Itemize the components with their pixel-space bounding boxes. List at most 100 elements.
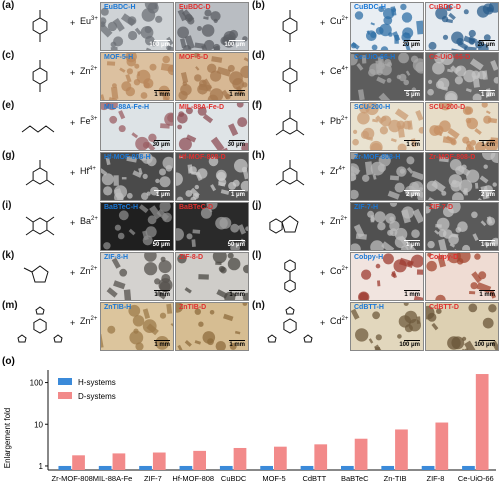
panel-b: (b) + Cu2+ CuBDC-H 20 μm CuBDC-D 20 μm (250, 0, 499, 51)
bar-d (314, 444, 328, 470)
scale-label: 20 μm (477, 42, 495, 48)
scale-bar (154, 139, 170, 141)
bar-d (274, 446, 287, 470)
metal-ion: Hf4+ (80, 166, 96, 176)
micrograph-d: Zr-MOF-808-D 2 μm (425, 152, 499, 201)
sample-label-d: ZIF-8-D (179, 254, 204, 261)
linker-structure-icon (12, 104, 68, 148)
scale-label: 30 μm (227, 142, 245, 148)
metal-ion: Zn2+ (80, 66, 98, 76)
scale-label: 1 cm (481, 142, 495, 148)
bar-h (341, 465, 354, 470)
linker-structure-icon (262, 4, 318, 48)
y-tick-label: 100 (30, 379, 44, 388)
sample-label-h: ZIF-8-H (104, 254, 129, 261)
plus-sign: + (320, 318, 326, 328)
bar-d (475, 374, 489, 470)
sample-label-d: MOF-5-D (179, 54, 209, 61)
panel-label: (b) (252, 0, 265, 11)
linker-structure-icon (262, 104, 318, 148)
plus-sign: + (70, 168, 76, 178)
micrograph-h: MIL-88A-Fe-H 30 μm (100, 102, 174, 151)
scale-bar (229, 189, 245, 191)
chart-ylabel: Enlargement fold (3, 408, 12, 468)
sample-label-d: EuBDC-D (179, 4, 211, 11)
micrograph-d: MIL-88A-Fe-D 30 μm (175, 102, 249, 151)
linker-structure-icon (262, 204, 318, 248)
scale-label: 1 μm (230, 192, 245, 198)
panel-label: (i) (2, 200, 12, 211)
panel-label: (a) (2, 0, 15, 11)
micrograph-h: Ce-UiO-66-H 5 μm (350, 52, 424, 101)
category-label: Zr-MOF-808 (52, 474, 93, 483)
bar-h (98, 465, 112, 470)
metal-ion: Zn2+ (330, 216, 348, 226)
scale-label: 1 μm (405, 242, 420, 248)
bar-d (354, 438, 368, 470)
category-label: CuBDC (221, 474, 247, 483)
bar-d (395, 429, 408, 470)
metal-ion: Pb2+ (330, 116, 348, 126)
metal-ion: Fe3+ (80, 116, 98, 126)
scale-bar (479, 239, 495, 241)
linker-structure-icon (262, 304, 318, 348)
scale-bar (404, 39, 420, 41)
legend-label: H-systems (78, 378, 116, 387)
bar-h (421, 465, 435, 470)
metal-ion: Zn2+ (80, 316, 98, 326)
scale-label: 20 μm (402, 42, 420, 48)
scale-label: 100 μm (149, 42, 170, 48)
bar-h (260, 465, 273, 470)
scale-label: 1 mm (154, 292, 170, 298)
sample-label-h: BaBTeC-H (104, 204, 139, 211)
scale-bar (229, 39, 245, 41)
panel-n: (n) + Cd2+ CdBTT-H 100 μm CdBTT-D 100 μm (250, 300, 499, 351)
micrograph-d: Cobpy-D 1 mm (425, 252, 499, 301)
panel-k: (k) + Zn2+ ZIF-8-H 1 mm ZIF-8-D 1 mm (0, 250, 249, 301)
linker-structure-icon (12, 4, 68, 48)
sample-label-h: MIL-88A-Fe-H (104, 104, 150, 111)
scale-label: 1 mm (479, 292, 495, 298)
bar-h (462, 465, 475, 470)
micrograph-h: Zr-MOF-808-H 2 μm (350, 152, 424, 201)
panel-m: (m) + Zn2+ ZnTIB-H 1 mm ZnTIB-D 1 mm (0, 300, 249, 351)
plus-sign: + (320, 118, 326, 128)
panel-g: (g) + Hf4+ Hf-MOF-808-H 1 μm Hf-MOF-808-D 1 μm (0, 150, 249, 201)
bar-d (72, 455, 85, 470)
scale-label: 30 μm (152, 142, 170, 148)
sample-label-d: CdBTT-D (429, 304, 459, 311)
sample-label-d: Hf-MOF-808-D (179, 154, 226, 161)
scale-bar (479, 89, 495, 91)
plus-sign: + (320, 218, 326, 228)
sample-label-d: Zr-MOF-808-D (429, 154, 476, 161)
plus-sign: + (320, 68, 326, 78)
metal-ion: Zn2+ (80, 266, 98, 276)
sample-label-h: ZnTIB-H (104, 304, 132, 311)
category-label: MOF-5 (262, 474, 285, 483)
linker-structure-icon (12, 154, 68, 198)
category-label: ZIF-8 (426, 474, 444, 483)
scale-label: 1 mm (229, 342, 245, 348)
scale-bar (404, 239, 420, 241)
plus-sign: + (320, 268, 326, 278)
scale-bar (479, 189, 495, 191)
panel-f: (f) + Pb2+ SCU-200-H 1 cm SCU-200-D 1 cm (250, 100, 499, 151)
micrograph-d: ZIF-8-D 1 mm (175, 252, 249, 301)
scale-bar (154, 289, 170, 291)
bar-h (58, 465, 72, 470)
linker-structure-icon (12, 304, 68, 348)
scale-bar (404, 89, 420, 91)
sample-label-d: ZnTIB-D (179, 304, 207, 311)
sample-label-d: BaBTeC-D (179, 204, 214, 211)
panel-label: (l) (252, 250, 262, 261)
micrograph-h: ZIF-7-H 1 μm (350, 202, 424, 251)
chart-panel-label: (o) (2, 356, 15, 367)
micrograph-d: EuBDC-D 100 μm (175, 2, 249, 51)
sample-label-h: Hf-MOF-808-H (104, 154, 151, 161)
micrograph-d: ZIF-7-D 1 μm (425, 202, 499, 251)
sample-label-h: MOF-5-H (104, 54, 134, 61)
scale-bar (229, 239, 245, 241)
micrograph-d: MOF-5-D 1 mm (175, 52, 249, 101)
plus-sign: + (320, 18, 326, 28)
panel-label: (n) (252, 300, 265, 311)
